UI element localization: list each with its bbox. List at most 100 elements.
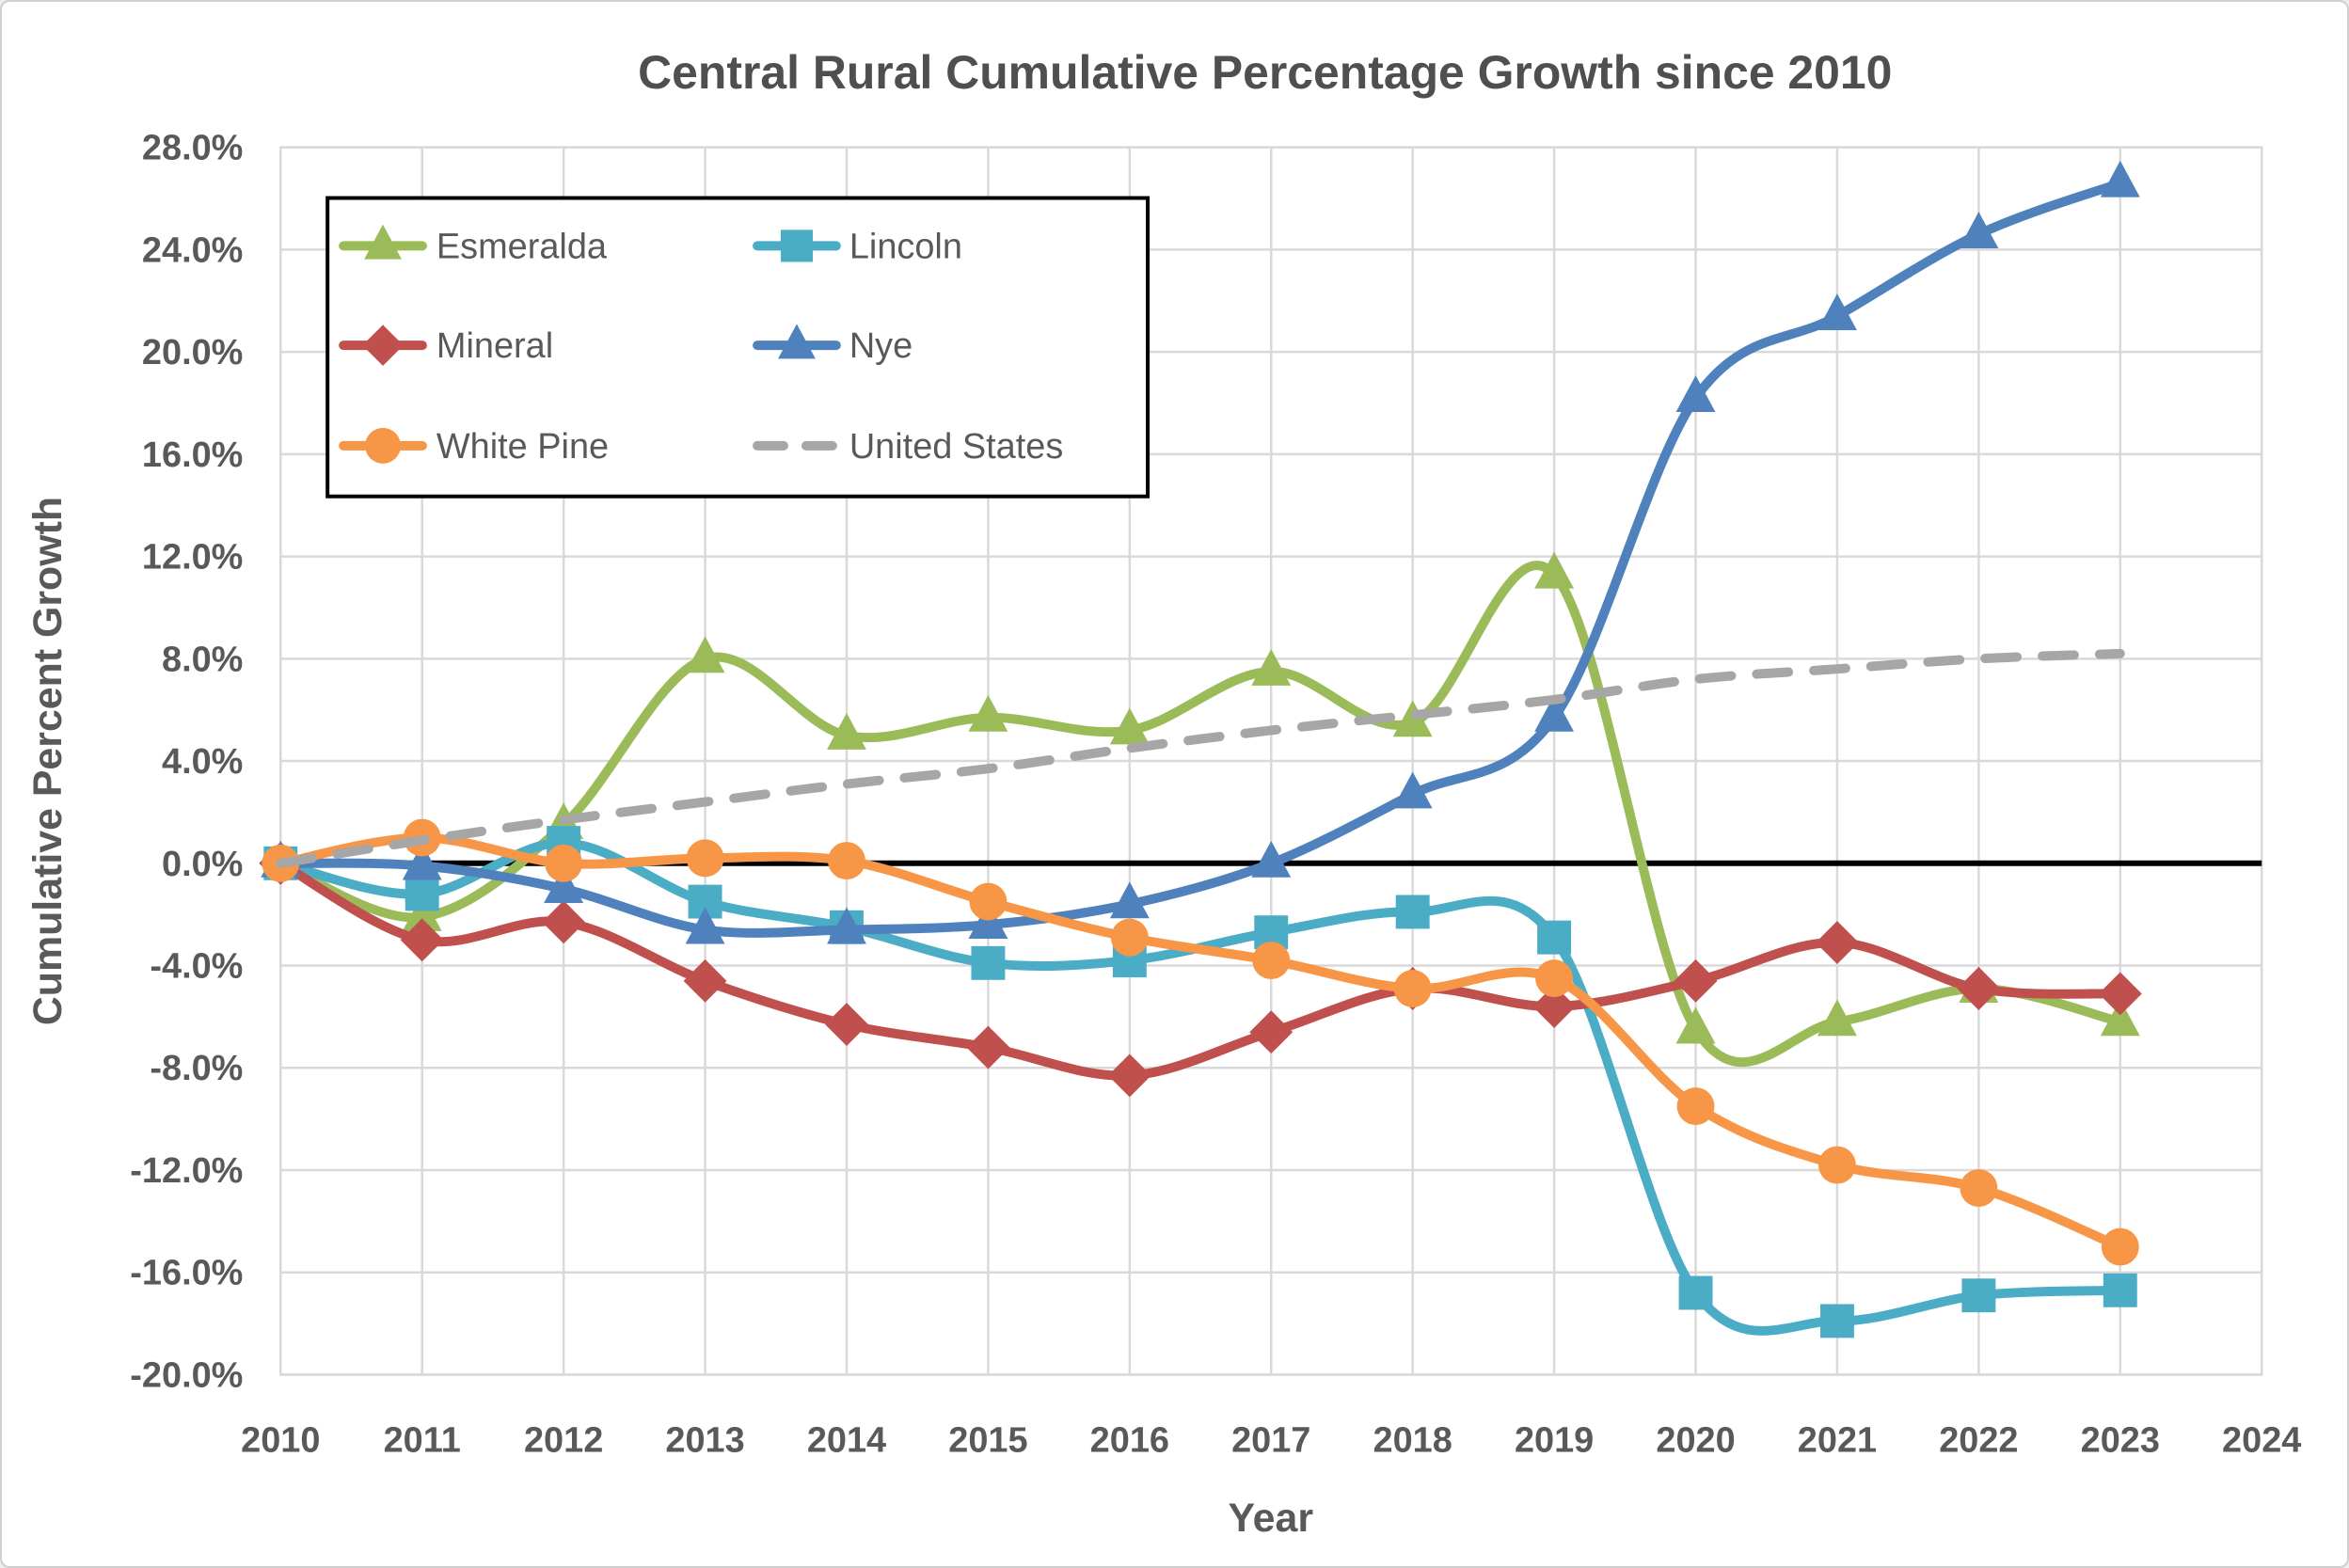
series-marker-white-pine-2014 (828, 842, 865, 880)
series-marker-nye-2016 (1109, 881, 1150, 919)
series-marker-nye-2023 (2100, 160, 2140, 198)
y-tick-label: -8.0% (150, 1049, 243, 1088)
series-marker-lincoln-2018 (1395, 895, 1430, 929)
series-marker-nye-2020 (1675, 375, 1716, 413)
series-marker-esmeralda-2018 (1392, 700, 1433, 737)
chart-title: Central Rural Cumulative Percentage Grow… (638, 46, 1892, 99)
y-tick-label: 8.0% (162, 640, 243, 679)
legend-label-lincoln: Lincoln (849, 227, 962, 266)
y-tick-label: -12.0% (130, 1151, 243, 1191)
series-marker-white-pine-2019 (1535, 959, 1574, 998)
series-line-esmeralda (276, 561, 2125, 1068)
legend-label-white-pine: White Pine (436, 427, 609, 467)
plot-border (279, 146, 2263, 1376)
series-marker-lincoln-2019 (1537, 920, 1572, 955)
series-marker-mineral-2019 (1532, 985, 1577, 1028)
y-tick-label: 16.0% (142, 436, 243, 475)
series-marker-mineral-2011 (400, 918, 444, 962)
y-tick-label: 12.0% (142, 538, 243, 578)
x-axis-title: Year (1228, 1496, 1313, 1541)
series-marker-esmeralda-2017 (1251, 648, 1292, 686)
x-tick-label: 2013 (665, 1420, 744, 1460)
series-marker-white-pine-2017 (1252, 942, 1291, 980)
series-marker-lincoln-2021 (1819, 1304, 1854, 1338)
legend-marker-lincoln (780, 230, 814, 262)
series-marker-mineral-2017 (1249, 1010, 1294, 1054)
series-marker-nye-2018 (1392, 771, 1433, 809)
series-marker-nye-2019 (1534, 694, 1575, 732)
series-marker-nye-2011 (402, 843, 442, 880)
series-marker-white-pine-2023 (2101, 1227, 2139, 1266)
x-tick-label: 2010 (241, 1420, 320, 1460)
x-tick-label: 2020 (1656, 1420, 1735, 1460)
x-tick-label: 2015 (948, 1420, 1027, 1460)
y-tick-label: -20.0% (130, 1355, 243, 1395)
x-tick-label: 2024 (2222, 1420, 2301, 1460)
series-marker-esmeralda-2014 (827, 712, 866, 750)
data-series (259, 160, 2142, 1338)
series-marker-mineral-2015 (966, 1025, 1010, 1069)
y-tick-label: -16.0% (130, 1254, 243, 1293)
x-tick-label: 2012 (524, 1420, 603, 1460)
series-line-white-pine (276, 832, 2125, 1252)
series-marker-nye-2014 (827, 907, 866, 944)
legend-marker-white-pine (365, 427, 401, 464)
legend: Esmeralda Lincoln Mineral Nye White Pine Unit… (325, 196, 1151, 499)
series-marker-mineral-2014 (825, 1003, 868, 1047)
series-marker-lincoln-2011 (405, 877, 439, 911)
series-marker-nye-2015 (968, 902, 1008, 940)
series-marker-nye-2017 (1251, 840, 1292, 878)
series-marker-esmeralda-2015 (968, 694, 1008, 732)
series-marker-lincoln-2015 (971, 945, 1006, 980)
legend-label-nye: Nye (849, 326, 913, 366)
y-axis-title: Cumulative Percent Growth (25, 497, 71, 1025)
series-marker-mineral-2021 (1816, 921, 1859, 965)
series-marker-mineral-2022 (1957, 967, 2001, 1010)
series-marker-mineral-2013 (683, 958, 727, 1003)
series-marker-esmeralda-2021 (1817, 999, 1857, 1037)
x-tick-label: 2017 (1231, 1420, 1310, 1460)
series-marker-nye-2013 (685, 907, 725, 944)
x-tick-label: 2019 (1515, 1420, 1594, 1460)
legend-label-united-states: United States (849, 427, 1063, 467)
y-tick-label: 24.0% (142, 230, 243, 270)
axis-tick-labels: -20.0% -16.0% -12.0% -8.0% -4.0% 0.0% 4.0% 8.0%… (130, 129, 2301, 1461)
series-marker-white-pine-2021 (1817, 1146, 1856, 1184)
legend-box (325, 196, 1151, 499)
series-marker-esmeralda-2013 (685, 636, 725, 673)
series-marker-white-pine-2020 (1676, 1087, 1715, 1126)
series-line-united-states (276, 648, 2125, 868)
series-marker-white-pine-2018 (1393, 970, 1432, 1007)
series-marker-esmeralda-2023 (2100, 999, 2140, 1037)
series-marker-white-pine-2013 (686, 839, 724, 878)
series-marker-esmeralda-2011 (402, 894, 442, 931)
y-tick-label: 0.0% (162, 845, 243, 884)
x-tick-label: 2016 (1090, 1420, 1169, 1460)
series-marker-nye-2022 (1959, 212, 1999, 249)
x-tick-label: 2018 (1373, 1420, 1452, 1460)
series-marker-nye-2012 (544, 866, 584, 903)
series-marker-mineral-2012 (542, 900, 586, 944)
series-marker-mineral-2020 (1674, 958, 1718, 1003)
x-tick-label: 2022 (1939, 1420, 2018, 1460)
series-marker-white-pine-2022 (1960, 1169, 1998, 1207)
series-marker-white-pine-2015 (969, 882, 1008, 921)
series-marker-lincoln-2020 (1678, 1275, 1713, 1310)
series-marker-esmeralda-2019 (1534, 551, 1575, 589)
x-tick-label: 2021 (1798, 1420, 1877, 1460)
legend-label-mineral: Mineral (436, 326, 553, 366)
series-marker-white-pine-2012 (545, 844, 583, 882)
x-tick-label: 2023 (2081, 1420, 2160, 1460)
x-tick-label: 2014 (807, 1420, 886, 1460)
legend-marker-nye (778, 324, 816, 359)
series-marker-mineral-2016 (1107, 1053, 1151, 1098)
series-marker-esmeralda-2016 (1109, 707, 1150, 745)
legend-label-esmeralda: Esmeralda (436, 227, 608, 266)
y-tick-label: 28.0% (142, 129, 243, 168)
y-tick-label: -4.0% (150, 947, 243, 987)
series-marker-nye-2021 (1817, 293, 1857, 331)
series-marker-mineral-2023 (2098, 972, 2142, 1016)
series-marker-white-pine-2016 (1110, 918, 1149, 957)
